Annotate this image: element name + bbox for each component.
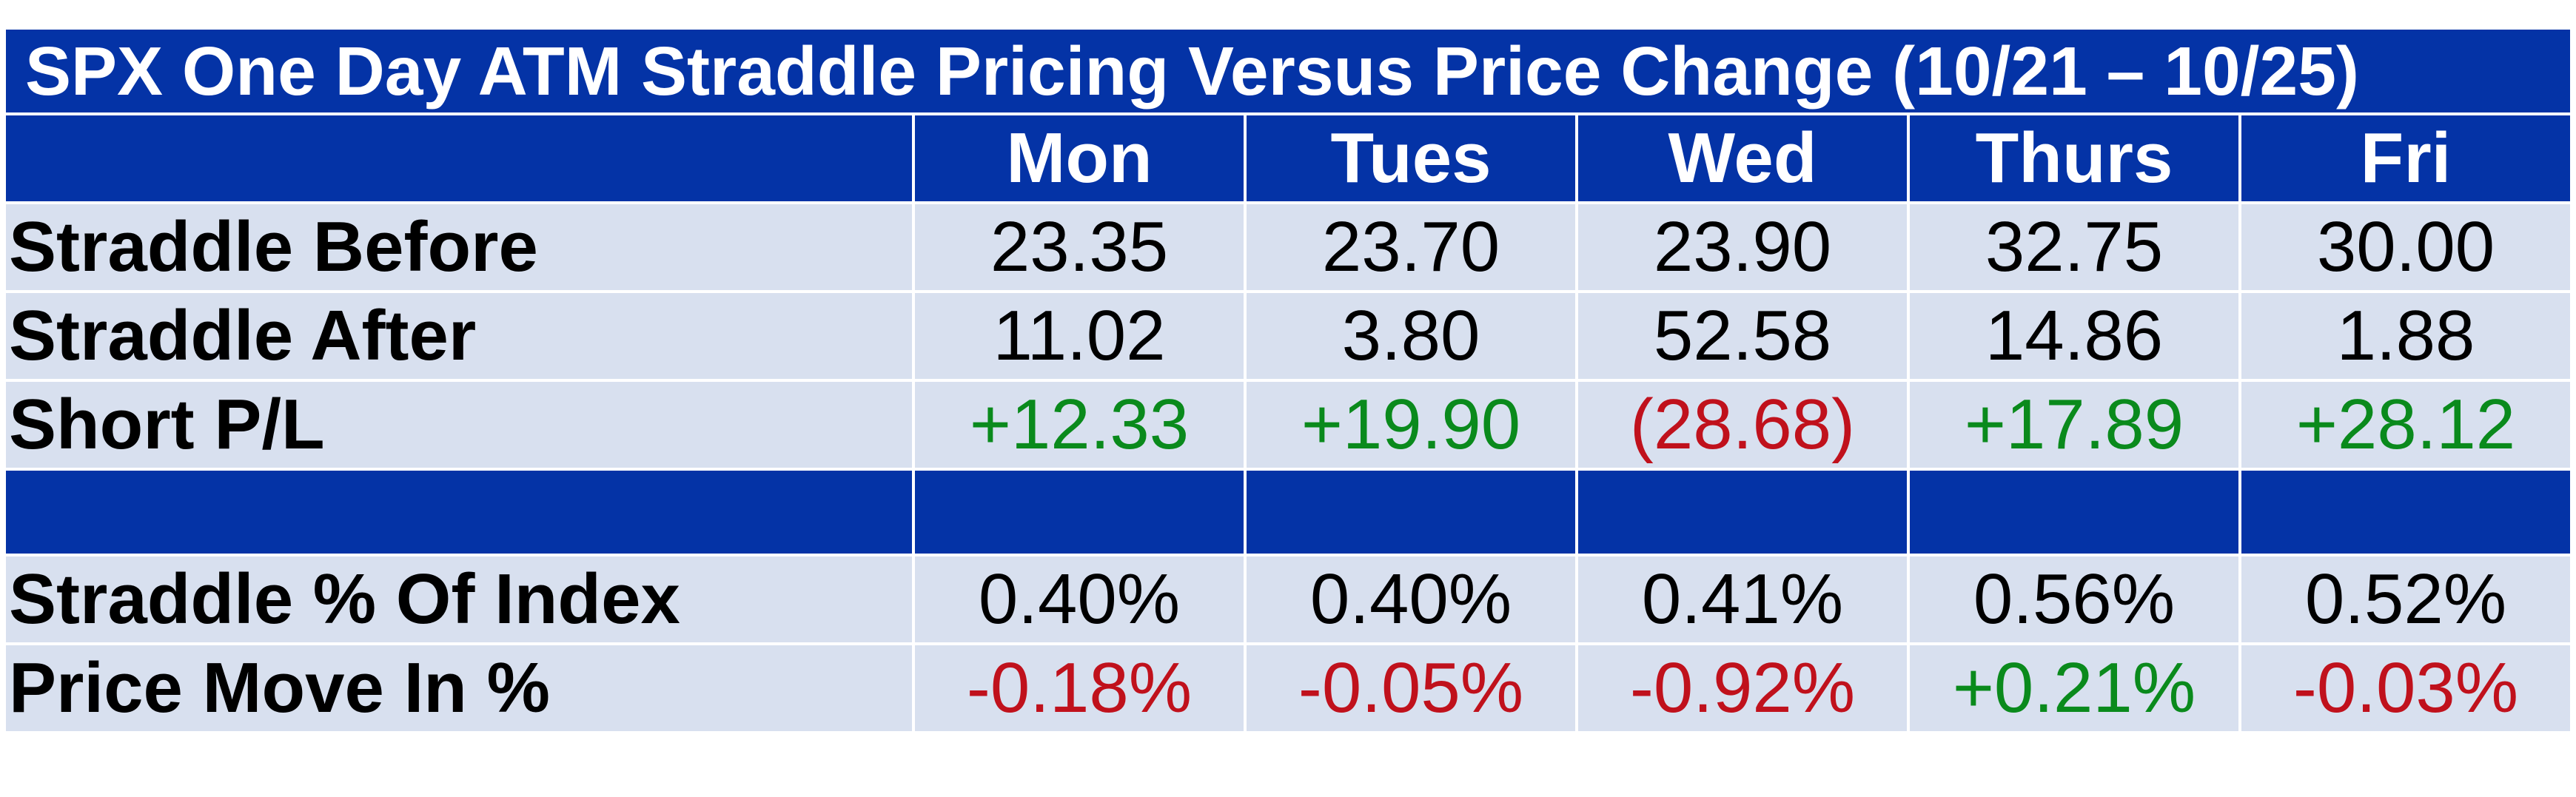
header-day-wed: Wed — [1575, 112, 1910, 204]
value-cell: 23.35 — [912, 201, 1247, 293]
value-cell: 0.40% — [1244, 554, 1578, 645]
row-label: Price Move In % — [3, 642, 915, 734]
row-straddle-before: Straddle Before 23.35 23.70 23.90 32.75 … — [3, 201, 2574, 293]
value-cell: 0.56% — [1907, 554, 2241, 645]
separator-cell — [1907, 468, 2241, 556]
value-cell: -0.03% — [2238, 642, 2574, 734]
row-label: Straddle After — [3, 290, 915, 382]
value-cell: -0.92% — [1575, 642, 1910, 734]
header-day-mon: Mon — [912, 112, 1247, 204]
value-cell: 52.58 — [1575, 290, 1910, 382]
value-cell: (28.68) — [1575, 379, 1910, 471]
header-day-tues: Tues — [1244, 112, 1578, 204]
separator-cell — [3, 468, 915, 556]
value-cell: 23.90 — [1575, 201, 1910, 293]
separator-cell — [912, 468, 1247, 556]
value-cell: 0.52% — [2238, 554, 2574, 645]
value-cell: 23.70 — [1244, 201, 1578, 293]
row-straddle-pct-index: Straddle % Of Index 0.40% 0.40% 0.41% 0.… — [3, 554, 2574, 645]
value-cell: 32.75 — [1907, 201, 2241, 293]
row-label: Straddle Before — [3, 201, 915, 293]
value-cell: 3.80 — [1244, 290, 1578, 382]
value-cell: 11.02 — [912, 290, 1247, 382]
separator-cell — [1244, 468, 1578, 556]
value-cell: 1.88 — [2238, 290, 2574, 382]
row-label: Short P/L — [3, 379, 915, 471]
row-short-pl: Short P/L +12.33 +19.90 (28.68) +17.89 +… — [3, 379, 2574, 471]
value-cell: 30.00 — [2238, 201, 2574, 293]
straddle-pricing-table: SPX One Day ATM Straddle Pricing Versus … — [2, 27, 2574, 734]
value-cell: +28.12 — [2238, 379, 2574, 471]
value-cell: +17.89 — [1907, 379, 2241, 471]
header-corner-cell — [3, 112, 915, 204]
value-cell: +12.33 — [912, 379, 1247, 471]
row-label: Straddle % Of Index — [3, 554, 915, 645]
separator-cell — [2238, 468, 2574, 556]
row-straddle-after: Straddle After 11.02 3.80 52.58 14.86 1.… — [3, 290, 2574, 382]
value-cell: 0.41% — [1575, 554, 1910, 645]
row-price-move-pct: Price Move In % -0.18% -0.05% -0.92% +0.… — [3, 642, 2574, 734]
header-day-fri: Fri — [2238, 112, 2574, 204]
title-row: SPX One Day ATM Straddle Pricing Versus … — [2, 27, 2574, 115]
value-cell: 14.86 — [1907, 290, 2241, 382]
separator-row — [3, 468, 2574, 556]
header-row: Mon Tues Wed Thurs Fri — [3, 112, 2574, 204]
header-day-thurs: Thurs — [1907, 112, 2241, 204]
separator-cell — [1575, 468, 1910, 556]
value-cell: 0.40% — [912, 554, 1247, 645]
value-cell: -0.05% — [1244, 642, 1578, 734]
value-cell: -0.18% — [912, 642, 1247, 734]
value-cell: +19.90 — [1244, 379, 1578, 471]
table-title: SPX One Day ATM Straddle Pricing Versus … — [2, 27, 2574, 115]
value-cell: +0.21% — [1907, 642, 2241, 734]
